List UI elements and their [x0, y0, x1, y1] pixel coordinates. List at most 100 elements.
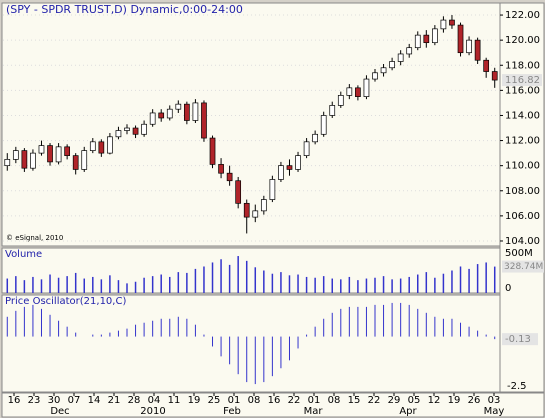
- candle-body: [201, 102, 207, 139]
- candle-body: [295, 155, 301, 170]
- candle-body: [192, 102, 199, 121]
- candle-body: [312, 133, 318, 143]
- x-tick-label: 05: [408, 395, 421, 406]
- candle-body: [252, 210, 259, 218]
- month-label: Mar: [304, 406, 324, 417]
- last-osc-box: [502, 333, 538, 346]
- candle-body: [414, 34, 421, 49]
- volume-title: Volume: [5, 249, 42, 260]
- x-tick-label: 30: [48, 395, 61, 406]
- x-tick-label: 16: [268, 395, 281, 406]
- x-tick-label: 16: [8, 395, 21, 406]
- candle-body: [235, 180, 242, 204]
- candle-body: [269, 179, 276, 200]
- candle-body: [158, 112, 165, 119]
- x-tick-label: 29: [388, 395, 401, 406]
- candle-body: [81, 150, 88, 170]
- month-label: Feb: [223, 406, 241, 417]
- month-label: May: [484, 406, 505, 417]
- volume-panel: [1, 247, 501, 294]
- x-tick-label: 01: [228, 395, 241, 406]
- month-label: Apr: [399, 406, 417, 417]
- y-tick-label: 112.00: [505, 136, 540, 147]
- x-tick-label: 22: [368, 395, 381, 406]
- volume-tick-label: 0: [505, 283, 511, 294]
- candle-body: [4, 159, 11, 167]
- candle-body: [141, 123, 147, 135]
- candle-body: [64, 146, 70, 156]
- y-tick-label: 110.00: [505, 161, 540, 172]
- candle-body: [466, 39, 472, 54]
- right-axis: [499, 2, 545, 393]
- y-tick-label: 106.00: [505, 211, 540, 222]
- last-osc: -0.13: [505, 334, 531, 345]
- candle-body: [115, 130, 122, 138]
- y-tick-label: 118.00: [505, 60, 540, 71]
- osc-tick-label: -2.5: [507, 381, 527, 392]
- candle-body: [406, 47, 413, 55]
- candle-body: [30, 152, 36, 169]
- last-volume: 328.74M: [504, 262, 543, 272]
- candle-body: [303, 141, 310, 156]
- candle-body: [21, 150, 28, 169]
- candle-body: [38, 145, 45, 154]
- candle-body: [218, 164, 224, 174]
- candle-body: [449, 19, 455, 26]
- oscillator-title: Price Oscillator(21,10,C): [5, 296, 126, 307]
- candle-body: [457, 24, 464, 54]
- x-tick-label: 26: [468, 395, 481, 406]
- y-tick-label: 122.00: [505, 10, 540, 21]
- x-axis: [1, 392, 545, 418]
- candle-body: [474, 39, 481, 61]
- y-tick-label: 120.00: [505, 35, 540, 46]
- candle-body: [209, 137, 216, 165]
- last-price-box: [502, 74, 542, 87]
- candle-body: [149, 112, 156, 125]
- candle-body: [243, 202, 250, 218]
- credit: © eSignal, 2010: [6, 234, 63, 242]
- last-price: 116.82: [505, 75, 540, 86]
- candle-body: [184, 103, 190, 121]
- month-label: Dec: [50, 406, 69, 417]
- candle-body: [72, 155, 79, 170]
- candle-body: [329, 105, 336, 116]
- x-tick-label: 19: [448, 395, 461, 406]
- candle-body: [132, 127, 139, 135]
- chart-title: (SPY - SPDR TRUST,D) Dynamic,0:00-24:00: [6, 3, 243, 16]
- x-tick-label: 25: [208, 395, 221, 406]
- candle-body: [491, 71, 498, 81]
- candle-body: [107, 136, 113, 154]
- x-tick-label: 21: [108, 395, 121, 406]
- candle-body: [12, 150, 19, 160]
- x-tick-label: 28: [128, 395, 141, 406]
- y-tick-label: 108.00: [505, 186, 540, 197]
- month-label: 2010: [140, 406, 165, 417]
- candle-body: [226, 172, 233, 182]
- x-tick-label: 19: [188, 395, 201, 406]
- candle-body: [260, 199, 267, 212]
- candle-body: [89, 141, 96, 151]
- candle-body: [286, 165, 293, 170]
- candle-body: [55, 146, 62, 163]
- candle-body: [423, 34, 430, 44]
- candle-body: [278, 165, 284, 180]
- volume-tick-label: 500M: [505, 248, 533, 259]
- x-tick-label: 22: [288, 395, 301, 406]
- candle-body: [380, 67, 387, 74]
- oscillator-panel: [1, 294, 501, 393]
- y-tick-label: 116.00: [505, 85, 540, 96]
- x-tick-label: 07: [68, 395, 81, 406]
- x-tick-label: 14: [88, 395, 101, 406]
- candle-body: [47, 145, 53, 163]
- candle-body: [355, 87, 361, 97]
- candle-body: [440, 19, 447, 30]
- y-tick-label: 114.00: [505, 110, 540, 121]
- x-tick-label: 15: [348, 395, 361, 406]
- candle-body: [372, 72, 378, 80]
- candle-body: [124, 127, 130, 131]
- candle-body: [483, 59, 490, 72]
- candle-body: [363, 78, 370, 97]
- candle-body: [175, 103, 182, 110]
- candle-body: [320, 115, 327, 135]
